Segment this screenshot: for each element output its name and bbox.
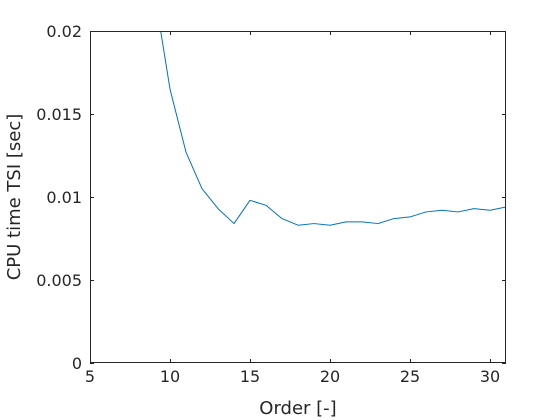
series-line <box>160 31 506 226</box>
y-tick-label: 0 <box>72 354 82 373</box>
x-tick-label: 5 <box>85 367 95 386</box>
x-tick-label: 30 <box>480 367 500 386</box>
x-axis-label: Order [-] <box>259 398 336 419</box>
plot-background <box>90 31 506 363</box>
x-tick-label: 10 <box>160 367 180 386</box>
y-tick-label: 0.015 <box>36 105 82 124</box>
plot-area <box>90 31 506 363</box>
x-tick-label: 25 <box>400 367 420 386</box>
y-tick-label: 0.005 <box>36 271 82 290</box>
y-tick-label: 0.02 <box>46 22 82 41</box>
y-tick-label: 0.01 <box>46 188 82 207</box>
y-axis-label: CPU time TSI [sec] <box>4 114 25 281</box>
series-layer <box>160 31 506 226</box>
x-tick-label: 15 <box>240 367 260 386</box>
y-axis-ticks: 0 0.005 0.01 0.015 0.02 <box>36 22 506 373</box>
x-axis-ticks: 5 10 15 20 25 30 <box>85 31 500 386</box>
x-tick-label: 20 <box>320 367 340 386</box>
